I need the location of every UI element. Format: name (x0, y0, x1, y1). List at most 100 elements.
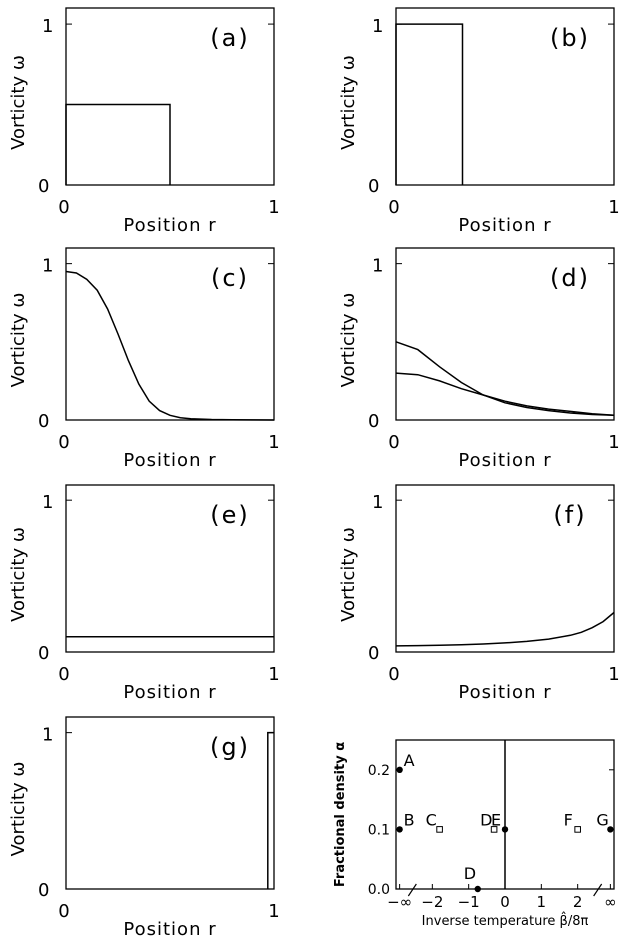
y-axis-label: Vorticity ω (338, 55, 359, 150)
x-tick-label: 1 (608, 432, 619, 453)
y-tick-label: 1 (42, 16, 53, 37)
x-tick-label: 1 (608, 197, 619, 218)
panel-label: (f) (553, 501, 586, 529)
y-tick-label: 1 (372, 492, 383, 513)
plot-frame (65, 247, 275, 421)
y-tick-label: 1 (42, 725, 53, 746)
y-tick-label: 0 (368, 411, 379, 432)
panel-label: (g) (210, 733, 250, 761)
y-tick-label: 0 (38, 880, 49, 901)
point-g (607, 826, 614, 833)
series-line-1 (395, 611, 615, 647)
panel-a: 0 1 0 1 Position r Vorticity ω (a) (8, 7, 280, 236)
y-axis-label: Vorticity ω (8, 293, 29, 388)
x-tick-label: ∞ (604, 893, 617, 911)
x-tick-label: 0 (58, 197, 69, 218)
y-tick-label: 0 (368, 643, 379, 664)
x-tick-label: 1 (268, 664, 279, 685)
y-tick-label: 0.1 (368, 822, 390, 838)
plot-frame (65, 716, 275, 890)
panel-b: 0 1 0 1 Position r Vorticity ω (b) (338, 7, 620, 236)
x-axis-label: Position r (123, 450, 216, 471)
x-tick-label: 0 (58, 664, 69, 685)
x-tick-label: 0 (388, 432, 399, 453)
series-line-2 (395, 372, 615, 417)
x-axis-label: Position r (458, 450, 551, 471)
x-tick-label: 2 (573, 893, 583, 911)
panel-label: (b) (550, 24, 590, 52)
x-tick-label: 0 (388, 197, 399, 218)
x-tick-label: −∞ (387, 893, 412, 911)
x-tick-label: −1 (458, 893, 480, 911)
y-tick-label: 0 (38, 411, 49, 432)
point-label: B (404, 810, 415, 829)
point-label: E (491, 810, 501, 829)
y-tick-label: 0.0 (368, 882, 390, 898)
x-tick-label: 1 (268, 901, 279, 922)
series-line-1 (395, 23, 464, 185)
series-line-1 (395, 341, 615, 417)
y-tick-label: 0 (368, 176, 379, 197)
x-tick-label: 1 (608, 664, 619, 685)
y-tick-label: 1 (42, 492, 53, 513)
point-label: G (596, 810, 608, 829)
x-axis-label: Position r (123, 919, 216, 937)
point-label: C (426, 810, 437, 829)
y-tick-label: 0 (38, 643, 49, 664)
x-tick-label: 0 (58, 432, 69, 453)
plot-frame (65, 484, 275, 653)
x-axis-label: Position r (123, 682, 216, 703)
panel-g: 0 1 0 1 Position r Vorticity ω (g) (8, 716, 280, 937)
y-tick-label: 0.2 (368, 763, 390, 779)
panel-label: (d) (550, 264, 590, 292)
x-tick-label: 1 (537, 893, 547, 911)
series-line-1 (267, 731, 274, 889)
y-axis-label: Vorticity ω (8, 55, 29, 150)
y-tick-label: 0 (38, 176, 49, 197)
panel-f: 0 1 0 1 Position r Vorticity ω (f) (338, 484, 620, 703)
series-line-1 (65, 270, 275, 421)
y-axis-label: Vorticity ω (8, 762, 29, 857)
panel-label: (e) (210, 501, 250, 529)
x-tick-label: 0 (58, 901, 69, 922)
point-label: A (404, 751, 415, 770)
y-tick-label: 1 (42, 256, 53, 277)
x-tick-label: 0 (500, 893, 510, 911)
series-line-1 (65, 103, 171, 185)
point-label: D (480, 810, 492, 829)
point-e (501, 826, 509, 833)
point-d (490, 826, 498, 833)
y-axis-label: Vorticity ω (338, 527, 359, 622)
x-axis-label: Position r (458, 215, 551, 236)
x-tick-label: 1 (268, 197, 279, 218)
y-axis-label: Vorticity ω (8, 527, 29, 622)
panel-label: (c) (211, 264, 249, 292)
panel-d: 0 1 0 1 Position r Vorticity ω (d) (338, 247, 620, 471)
plot-frame (395, 484, 615, 653)
axis-break-mark (407, 883, 417, 897)
axis-break-mark (593, 883, 603, 897)
y-axis-label: Fractional density α (333, 742, 348, 887)
x-axis-label: Inverse temperature β̂/8π (422, 912, 589, 929)
panel-c: 0 1 0 1 Position r Vorticity ω (c) (8, 247, 280, 471)
x-tick-label: 0 (388, 664, 399, 685)
point-f (574, 826, 581, 833)
point-label: D (464, 864, 476, 883)
x-tick-label: 1 (268, 432, 279, 453)
y-tick-label: 1 (372, 256, 383, 277)
point-b (396, 826, 403, 833)
x-tick-label: −2 (421, 893, 443, 911)
plot-frame (395, 247, 615, 421)
point-c (436, 826, 443, 833)
panel-e: 0 1 0 1 Position r Vorticity ω (e) (8, 484, 280, 703)
point-a (396, 766, 403, 773)
panel-label: (a) (210, 24, 249, 52)
point-label: F (564, 810, 573, 829)
y-axis-label: Vorticity ω (338, 293, 359, 388)
x-axis-label: Position r (458, 682, 551, 703)
x-axis-label: Position r (123, 215, 216, 236)
point-d (474, 885, 481, 893)
y-tick-label: 1 (372, 16, 383, 37)
